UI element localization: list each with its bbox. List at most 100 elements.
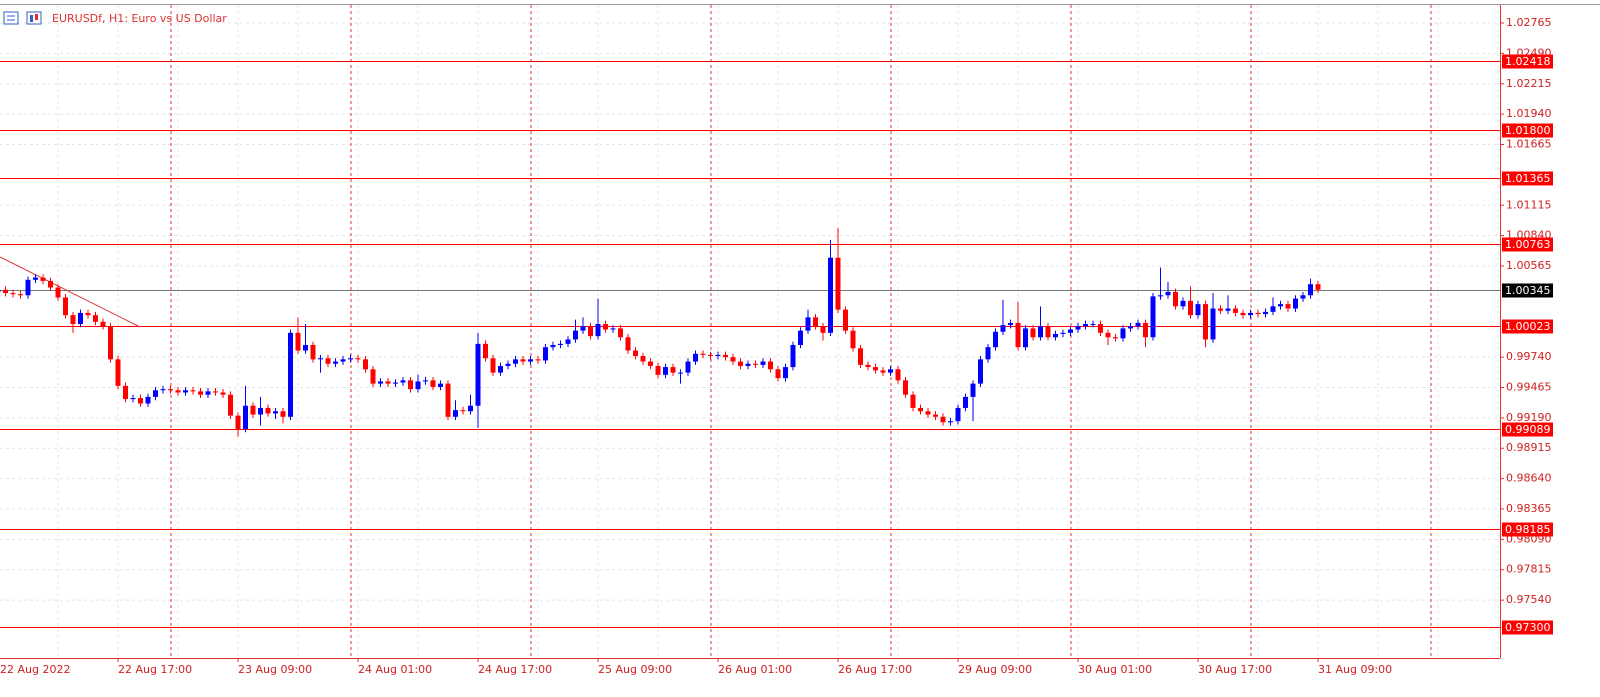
candle-body [168,389,173,391]
candle-body [1120,328,1126,339]
candle-body [490,358,496,373]
candle-body [1068,329,1073,333]
candle-body [1278,304,1283,307]
candle-body [610,328,616,330]
candle-body [378,381,383,384]
candle-body [625,337,631,351]
candle-body [1083,323,1088,327]
candle-body [708,354,713,357]
candle-body [445,383,451,417]
candle-body [1263,311,1268,315]
candle-body [1060,332,1066,334]
candle-body [1150,296,1156,338]
candle-body [78,312,83,324]
candle-body [963,396,968,408]
candle-body [633,350,638,357]
candle-body [768,361,773,370]
level-label: 0.99089 [1505,423,1551,436]
x-tick-label: 30 Aug 17:00 [1198,663,1272,676]
candle-body [985,347,991,360]
candle-body [408,380,413,390]
candle-body [1000,325,1006,332]
y-tick-label: 0.98915 [1506,441,1552,454]
level-label: 0.97300 [1505,621,1551,634]
candle-body [783,367,788,379]
candle-body [153,390,158,397]
y-tick-label: 1.01665 [1506,138,1552,151]
level-label: 1.00023 [1505,320,1551,333]
candle-body [10,293,16,295]
level-label: 1.01800 [1505,124,1551,137]
candle-body [370,369,376,384]
x-tick-label: 24 Aug 17:00 [478,663,552,676]
level-label-box [1502,237,1553,252]
candle-body [190,390,196,392]
candle-body [138,397,143,404]
x-tick-label: 23 Aug 09:00 [238,663,312,676]
candle-body [978,359,983,384]
candle-body [18,294,23,296]
candle-body [873,367,878,371]
candle-body [258,407,263,415]
candle-body [1195,304,1201,316]
candle-body [1158,295,1163,297]
candle-body [325,358,331,364]
candle-body [693,353,698,362]
candle-body [1105,332,1111,338]
candle-body [1210,308,1216,340]
level-label-box [1502,123,1553,138]
x-tick-label: 26 Aug 01:00 [718,663,792,676]
current-price-label: 1.00345 [1505,284,1551,297]
candle-body [1143,322,1148,338]
candle-body [175,390,181,393]
candle-body [1285,304,1291,309]
candle-body [415,381,421,390]
title-bar: EURUSDf, H1: Euro vs US Dollar [3,11,227,25]
candle-body [820,326,826,333]
candle-body [1098,323,1103,333]
candle-body [25,279,31,296]
candle-body [745,363,751,366]
level-label-box [1502,620,1553,635]
icon [35,14,38,20]
candle-body [685,361,691,373]
candle-body [115,359,121,386]
candle-body [670,367,676,373]
x-tick-label: 30 Aug 01:00 [1078,663,1152,676]
candles [0,227,1321,437]
axes: 1.027651.024901.022151.019401.016651.011… [0,16,1553,676]
candle-body [730,357,736,362]
candle-body [55,287,61,298]
candle-body [535,359,541,361]
candle-body [603,323,608,330]
y-tick-label: 0.98365 [1506,502,1552,515]
candle-body [880,370,886,373]
current-price-box [1502,283,1553,298]
candle-body [40,277,46,281]
candle-body [1315,284,1321,290]
candle-body [775,369,781,379]
candle-body [1023,328,1028,348]
y-tick-label: 0.99465 [1506,380,1552,393]
candle-body [723,354,728,358]
candle-body [1008,322,1013,326]
candle-body [1218,308,1223,311]
level-label-box [1502,422,1553,437]
candle-body [888,369,893,373]
candle-body [715,354,721,357]
candle-body [160,389,166,391]
candle-body [790,344,796,368]
candle-body [63,297,68,316]
candle-body [355,358,361,360]
level-label: 0.98185 [1505,523,1551,536]
candle-body [145,396,151,404]
y-tick-label: 0.99190 [1506,411,1552,424]
candle-body [993,331,998,348]
candle-body [1293,298,1298,309]
candle-body [498,365,503,373]
x-tick-label: 24 Aug 01:00 [358,663,432,676]
y-tick-label: 1.02215 [1506,77,1552,90]
candle-body [1233,308,1238,313]
